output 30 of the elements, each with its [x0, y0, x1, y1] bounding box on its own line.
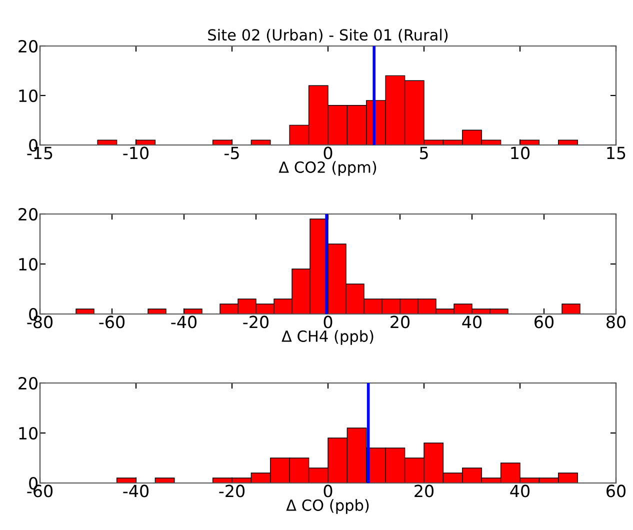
- x-tick-label: 60: [606, 484, 626, 498]
- x-tick-label: -40: [123, 484, 149, 498]
- x-axis-title: Δ CH4 (ppb): [282, 330, 374, 345]
- x-tick-label: -40: [171, 316, 197, 328]
- x-axis-title: Δ CO2 (ppm): [278, 161, 376, 176]
- x-tick-label: 20: [390, 316, 410, 328]
- x-tick-label: 80: [606, 316, 626, 328]
- x-tick-label: -60: [99, 316, 125, 328]
- x-tick-label: 10: [511, 146, 530, 160]
- x-tick-label: 0: [324, 316, 332, 328]
- y-tick-label: 10: [19, 258, 38, 271]
- x-tick-label: 20: [414, 484, 434, 498]
- x-tick-label: -20: [219, 484, 245, 498]
- y-tick-label: 10: [19, 426, 38, 440]
- x-tick-label: 40: [510, 484, 530, 498]
- x-tick-label: 60: [534, 316, 554, 328]
- x-tick-label: 0: [324, 484, 332, 498]
- y-tick-label: 20: [18, 208, 38, 221]
- chart-title: Site 02 (Urban) - Site 01 (Rural): [208, 28, 448, 42]
- y-tick-label: 20: [18, 40, 38, 53]
- x-tick-label: 15: [607, 146, 626, 160]
- x-tick-label: -10: [123, 146, 149, 160]
- x-tick-label: -20: [243, 316, 269, 328]
- x-tick-label: -5: [224, 146, 239, 160]
- x-tick-label: 40: [462, 316, 482, 328]
- y-tick-label: 10: [19, 89, 38, 102]
- x-tick-label: 0: [324, 146, 332, 160]
- x-axis-title: Δ CO (ppb): [286, 499, 369, 514]
- x-tick-label: 5: [420, 146, 428, 160]
- y-tick-label: 20: [18, 376, 38, 390]
